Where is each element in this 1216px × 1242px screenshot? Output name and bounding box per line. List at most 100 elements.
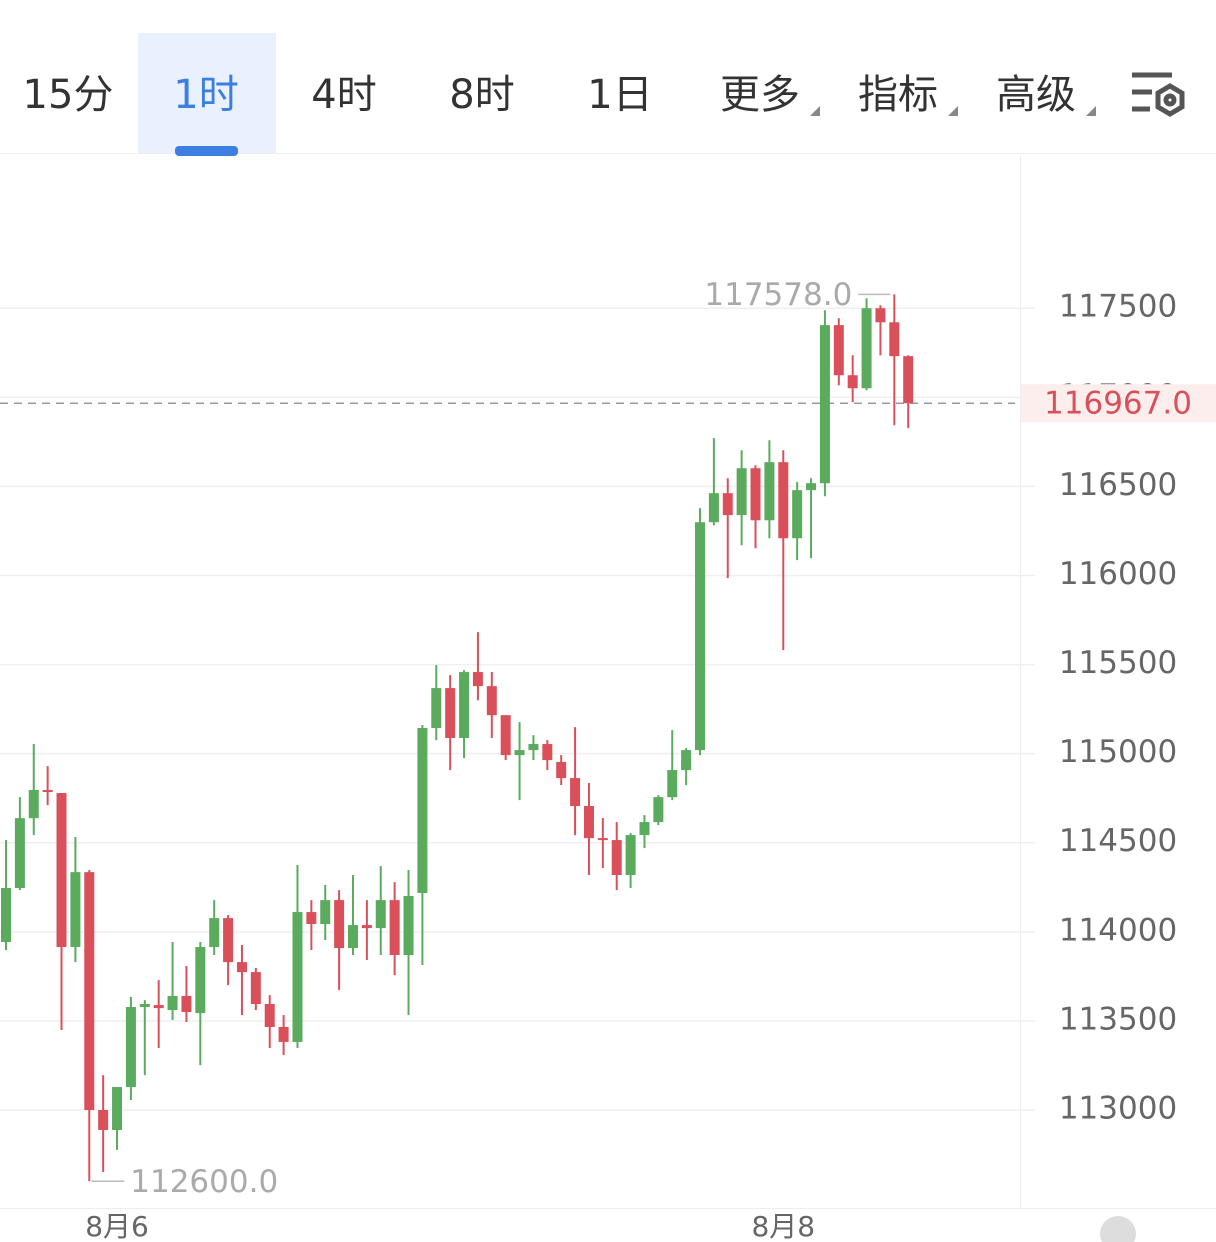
tab[interactable]: 1日 — [587, 72, 652, 118]
candle-body — [750, 468, 761, 521]
candle-body — [278, 1026, 289, 1042]
y-tick-label: 115000 — [1059, 734, 1177, 770]
candle-body — [431, 688, 442, 729]
dropdown-caret — [948, 106, 958, 116]
active-tab-indicator — [175, 146, 238, 156]
candle-body — [98, 1110, 109, 1130]
settings-icon[interactable] — [1132, 72, 1185, 117]
candle-body — [153, 1005, 164, 1009]
candle-body — [403, 896, 414, 955]
candle-body — [722, 493, 733, 516]
last-price-badge — [1021, 384, 1216, 423]
candle-body — [847, 375, 858, 389]
x-tick-label: 8月6 — [85, 1210, 149, 1242]
candle-body — [500, 715, 511, 756]
candle-body — [320, 900, 331, 924]
candle-body — [903, 356, 914, 404]
candle-body — [681, 750, 692, 771]
candle-body — [236, 962, 247, 973]
y-tick-label: 113000 — [1059, 1091, 1177, 1127]
candle-body — [70, 872, 81, 947]
y-tick-label: 116000 — [1059, 556, 1177, 592]
candle-body — [861, 308, 872, 389]
icon-dot — [1163, 93, 1177, 107]
y-tick-label: 117500 — [1059, 289, 1177, 325]
candle-body — [514, 750, 525, 756]
tab[interactable]: 高级 — [996, 72, 1076, 118]
candle-body — [56, 793, 67, 947]
candle-body — [375, 900, 386, 929]
tab[interactable]: 4时 — [311, 72, 376, 118]
candle-body — [625, 835, 636, 875]
candle-body — [195, 946, 206, 1014]
candle-body — [806, 483, 817, 491]
candle-body — [209, 918, 220, 947]
candle-body — [486, 686, 497, 716]
x-tick-label: 8月8 — [751, 1210, 815, 1242]
candle-body — [736, 468, 747, 516]
candle-body — [348, 925, 358, 949]
candle-body — [583, 806, 594, 839]
candle-body — [597, 838, 608, 841]
active-tab-bg — [138, 33, 276, 153]
candle-body — [361, 925, 372, 929]
dropdown-caret — [1086, 106, 1096, 116]
candle-body — [306, 912, 317, 924]
candle-body — [778, 462, 789, 539]
candle-body — [14, 818, 25, 889]
y-tick-label: 113500 — [1059, 1001, 1177, 1037]
candle-body — [459, 672, 470, 738]
candle-body — [833, 325, 844, 376]
y-tick-label: 115500 — [1059, 645, 1177, 681]
candle-body — [1, 888, 11, 942]
y-tick-label: 116500 — [1059, 467, 1177, 503]
candle-body — [292, 912, 303, 1042]
candle-body — [875, 308, 886, 323]
candle-body — [112, 1087, 123, 1130]
candle-body — [570, 778, 581, 807]
candle-body — [84, 872, 95, 1111]
min-label: 112600.0 — [130, 1164, 278, 1200]
dropdown-caret — [810, 106, 820, 116]
candle-body — [417, 728, 428, 893]
candle-body — [223, 918, 234, 963]
candle-body — [611, 840, 622, 875]
candle-body — [334, 900, 345, 949]
candle-body — [264, 1003, 275, 1027]
candle-body — [445, 688, 456, 738]
candle-body — [542, 744, 553, 761]
candle-body — [389, 900, 400, 955]
candle-body — [139, 1003, 150, 1008]
candle-body — [167, 995, 178, 1011]
candle-body — [28, 790, 39, 819]
candle-body — [125, 1007, 136, 1088]
tab[interactable]: 指标 — [858, 72, 938, 118]
tab[interactable]: 8时 — [449, 72, 514, 118]
tab[interactable]: 15分 — [23, 72, 114, 118]
candle-body — [528, 744, 539, 751]
candle-body — [556, 762, 567, 779]
candle-body — [792, 490, 803, 539]
candle-body — [889, 322, 900, 357]
candle-body — [42, 790, 53, 793]
candle-body — [250, 972, 261, 1004]
max-label: 117578.0 — [704, 277, 852, 313]
candle-body — [472, 672, 483, 687]
y-tick-label: 114000 — [1059, 912, 1177, 948]
candle-body — [695, 522, 705, 751]
last-price-label: 116967.0 — [1044, 386, 1192, 422]
candle-body — [653, 797, 664, 823]
candle-body — [667, 770, 678, 798]
tab[interactable]: 1时 — [173, 72, 238, 118]
tab[interactable]: 更多 — [720, 72, 800, 118]
y-tick-label: 114500 — [1059, 823, 1177, 859]
candle-body — [639, 822, 650, 836]
candle-body — [708, 493, 719, 523]
candle-body — [819, 325, 830, 484]
icon-hex — [1155, 83, 1185, 117]
candle-body — [181, 995, 192, 1013]
k-button[interactable] — [1100, 1216, 1136, 1242]
candle-body — [764, 462, 775, 521]
